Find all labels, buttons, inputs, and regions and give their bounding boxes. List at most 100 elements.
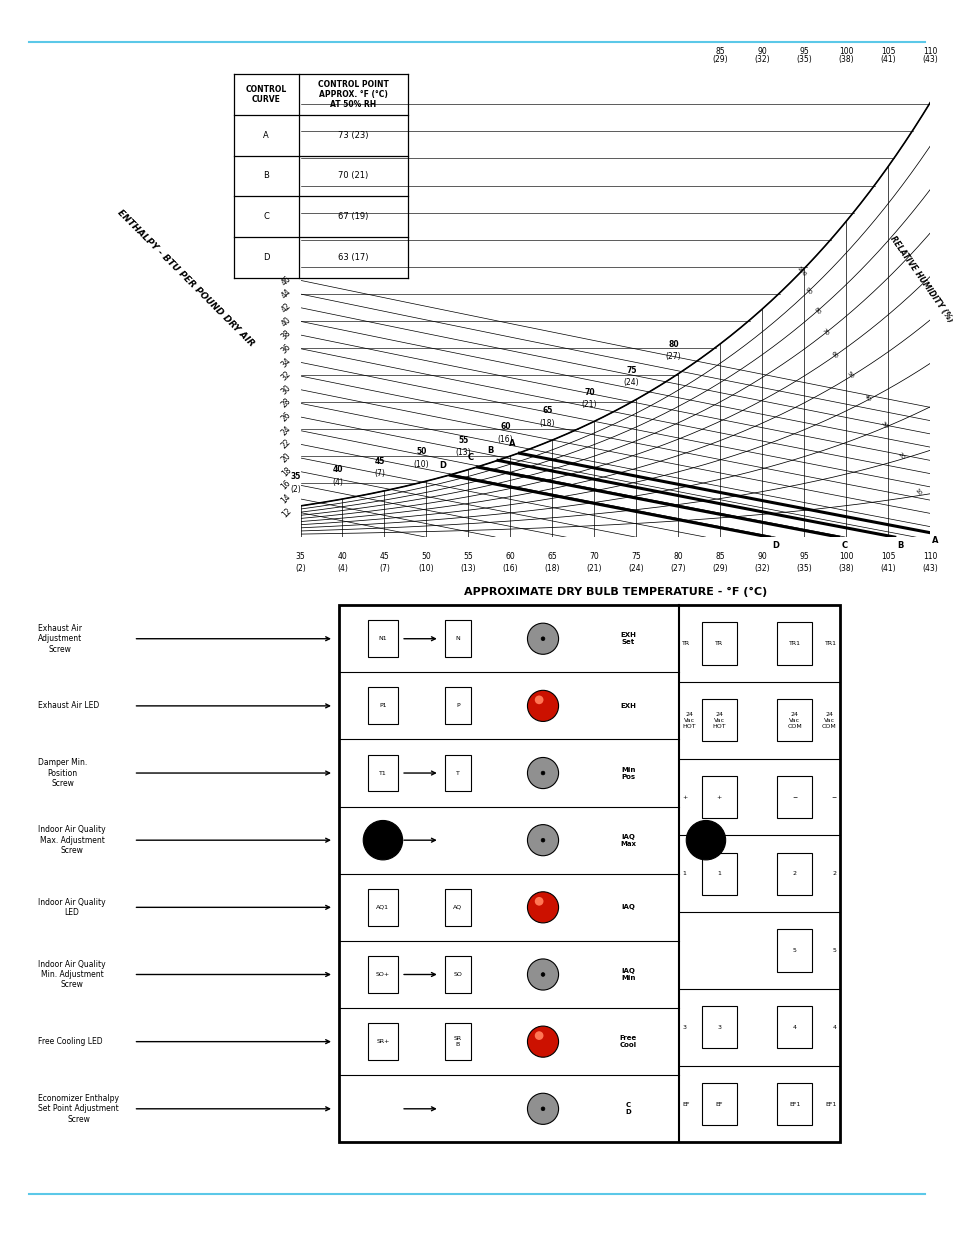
Text: RELATIVE HUMIDITY (%): RELATIVE HUMIDITY (%): [887, 235, 953, 324]
Text: EXH: EXH: [619, 703, 636, 709]
Text: (2): (2): [294, 564, 306, 573]
Text: 32: 32: [279, 369, 293, 383]
Text: 100: 100: [838, 552, 853, 561]
Text: ENTHALPY - BTU PER POUND DRY AIR: ENTHALPY - BTU PER POUND DRY AIR: [116, 207, 255, 348]
Text: 90: 90: [803, 287, 812, 295]
Text: (4): (4): [336, 564, 348, 573]
Text: (16): (16): [502, 564, 517, 573]
Text: 20: 20: [896, 452, 904, 461]
Text: 50: 50: [421, 552, 431, 561]
Text: (10): (10): [418, 564, 434, 573]
Text: IAQ
Min: IAQ Min: [620, 968, 635, 981]
Text: N1: N1: [378, 636, 387, 641]
Text: (4): (4): [332, 478, 343, 487]
Text: 105: 105: [880, 47, 895, 56]
Text: 80: 80: [812, 306, 821, 315]
Text: 28: 28: [279, 396, 293, 410]
Text: 73 (23): 73 (23): [338, 131, 368, 140]
Text: C
D: C D: [624, 1103, 630, 1115]
Text: 24
Vac
HOT: 24 Vac HOT: [712, 711, 725, 729]
Text: SO+: SO+: [375, 972, 390, 977]
Text: TR1: TR1: [788, 641, 800, 646]
Text: SR
B: SR B: [454, 1036, 461, 1047]
Text: 110: 110: [922, 47, 937, 56]
Text: 14: 14: [279, 493, 293, 505]
Text: 75: 75: [625, 366, 637, 374]
Text: C: C: [467, 452, 473, 462]
Text: 80: 80: [667, 340, 679, 350]
Text: 60: 60: [828, 351, 838, 359]
Text: 4: 4: [792, 1025, 796, 1030]
Text: 50: 50: [416, 447, 426, 457]
Text: A: A: [931, 536, 937, 546]
Text: B: B: [487, 446, 494, 454]
Text: (43): (43): [922, 564, 937, 573]
Text: (7): (7): [374, 469, 385, 478]
Text: (35): (35): [796, 564, 811, 573]
Text: (27): (27): [665, 352, 680, 362]
Text: (21): (21): [581, 400, 597, 409]
Text: 40: 40: [279, 315, 293, 329]
Text: −: −: [791, 794, 797, 799]
Text: 1: 1: [717, 871, 720, 877]
Text: 10: 10: [912, 488, 922, 496]
Text: APPROXIMATE DRY BULB TEMPERATURE - °F (°C): APPROXIMATE DRY BULB TEMPERATURE - °F (°…: [463, 587, 766, 597]
Text: Free Cooling LED: Free Cooling LED: [38, 1037, 103, 1046]
Text: (41): (41): [880, 56, 895, 64]
Text: (29): (29): [712, 56, 727, 64]
Text: 24
Vac
COM: 24 Vac COM: [786, 711, 801, 729]
Text: 100: 100: [795, 266, 806, 277]
Text: 2: 2: [792, 871, 796, 877]
Text: 70: 70: [583, 388, 595, 396]
Text: 24: 24: [279, 424, 293, 437]
Text: EF: EF: [715, 1102, 722, 1107]
Text: 24
Vac
HOT: 24 Vac HOT: [681, 711, 696, 729]
Text: 55: 55: [463, 552, 473, 561]
Text: 35: 35: [291, 472, 300, 482]
Text: 1: 1: [681, 871, 685, 877]
Text: (16): (16): [497, 435, 513, 443]
Text: 80: 80: [673, 552, 682, 561]
Text: 90: 90: [757, 552, 766, 561]
Text: 38: 38: [279, 329, 293, 342]
Text: 24
Vac
COM: 24 Vac COM: [821, 711, 836, 729]
Text: AQ: AQ: [453, 905, 462, 910]
Text: Exhaust Air LED: Exhaust Air LED: [38, 701, 99, 710]
Text: CONTROL
CURVE: CONTROL CURVE: [245, 85, 287, 104]
Text: 4: 4: [832, 1025, 836, 1030]
Text: 95: 95: [799, 47, 808, 56]
Text: 40: 40: [862, 393, 871, 403]
Text: (18): (18): [539, 419, 555, 427]
Text: (7): (7): [378, 564, 390, 573]
Text: B: B: [263, 172, 269, 180]
Text: 65: 65: [547, 552, 557, 561]
Text: 85: 85: [715, 47, 724, 56]
Text: (38): (38): [838, 564, 853, 573]
Text: (2): (2): [290, 484, 301, 494]
Text: T: T: [456, 771, 459, 776]
Text: 5: 5: [832, 948, 836, 953]
Text: 22: 22: [279, 437, 293, 451]
Text: TR: TR: [681, 641, 690, 646]
Text: SR+: SR+: [375, 1039, 389, 1044]
Text: (21): (21): [586, 564, 601, 573]
Text: 34: 34: [279, 356, 293, 369]
Text: A: A: [263, 131, 269, 140]
Text: Free
Cool: Free Cool: [618, 1035, 636, 1049]
Text: 55: 55: [458, 436, 468, 445]
Text: (24): (24): [623, 378, 639, 387]
Text: 30: 30: [879, 420, 888, 430]
Text: TR1: TR1: [823, 641, 836, 646]
Text: D: D: [438, 461, 446, 469]
Text: (43): (43): [922, 56, 937, 64]
Text: (32): (32): [754, 564, 769, 573]
Text: SO: SO: [453, 972, 462, 977]
Text: 26: 26: [279, 410, 293, 424]
Text: 44: 44: [279, 288, 293, 300]
Text: IAQ: IAQ: [620, 904, 635, 910]
Text: C: C: [841, 541, 846, 550]
Text: P1: P1: [378, 704, 386, 709]
Text: (18): (18): [544, 564, 559, 573]
Text: 40: 40: [332, 466, 343, 474]
Text: 16: 16: [279, 479, 293, 492]
